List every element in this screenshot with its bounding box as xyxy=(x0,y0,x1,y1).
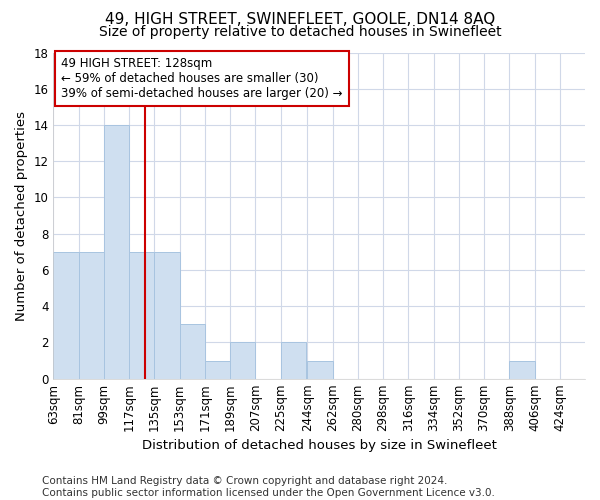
Bar xyxy=(104,125,129,378)
Bar xyxy=(307,360,332,378)
Bar xyxy=(281,342,306,378)
Bar xyxy=(509,360,535,378)
Bar xyxy=(154,252,179,378)
Y-axis label: Number of detached properties: Number of detached properties xyxy=(15,110,28,320)
Bar xyxy=(79,252,104,378)
Text: 49, HIGH STREET, SWINEFLEET, GOOLE, DN14 8AQ: 49, HIGH STREET, SWINEFLEET, GOOLE, DN14… xyxy=(105,12,495,28)
Text: Contains HM Land Registry data © Crown copyright and database right 2024.
Contai: Contains HM Land Registry data © Crown c… xyxy=(42,476,495,498)
Text: Size of property relative to detached houses in Swinefleet: Size of property relative to detached ho… xyxy=(98,25,502,39)
Text: 49 HIGH STREET: 128sqm
← 59% of detached houses are smaller (30)
39% of semi-det: 49 HIGH STREET: 128sqm ← 59% of detached… xyxy=(61,58,343,100)
Bar xyxy=(205,360,230,378)
Bar xyxy=(53,252,79,378)
Bar xyxy=(179,324,205,378)
X-axis label: Distribution of detached houses by size in Swinefleet: Distribution of detached houses by size … xyxy=(142,440,497,452)
Bar xyxy=(129,252,154,378)
Bar xyxy=(230,342,256,378)
